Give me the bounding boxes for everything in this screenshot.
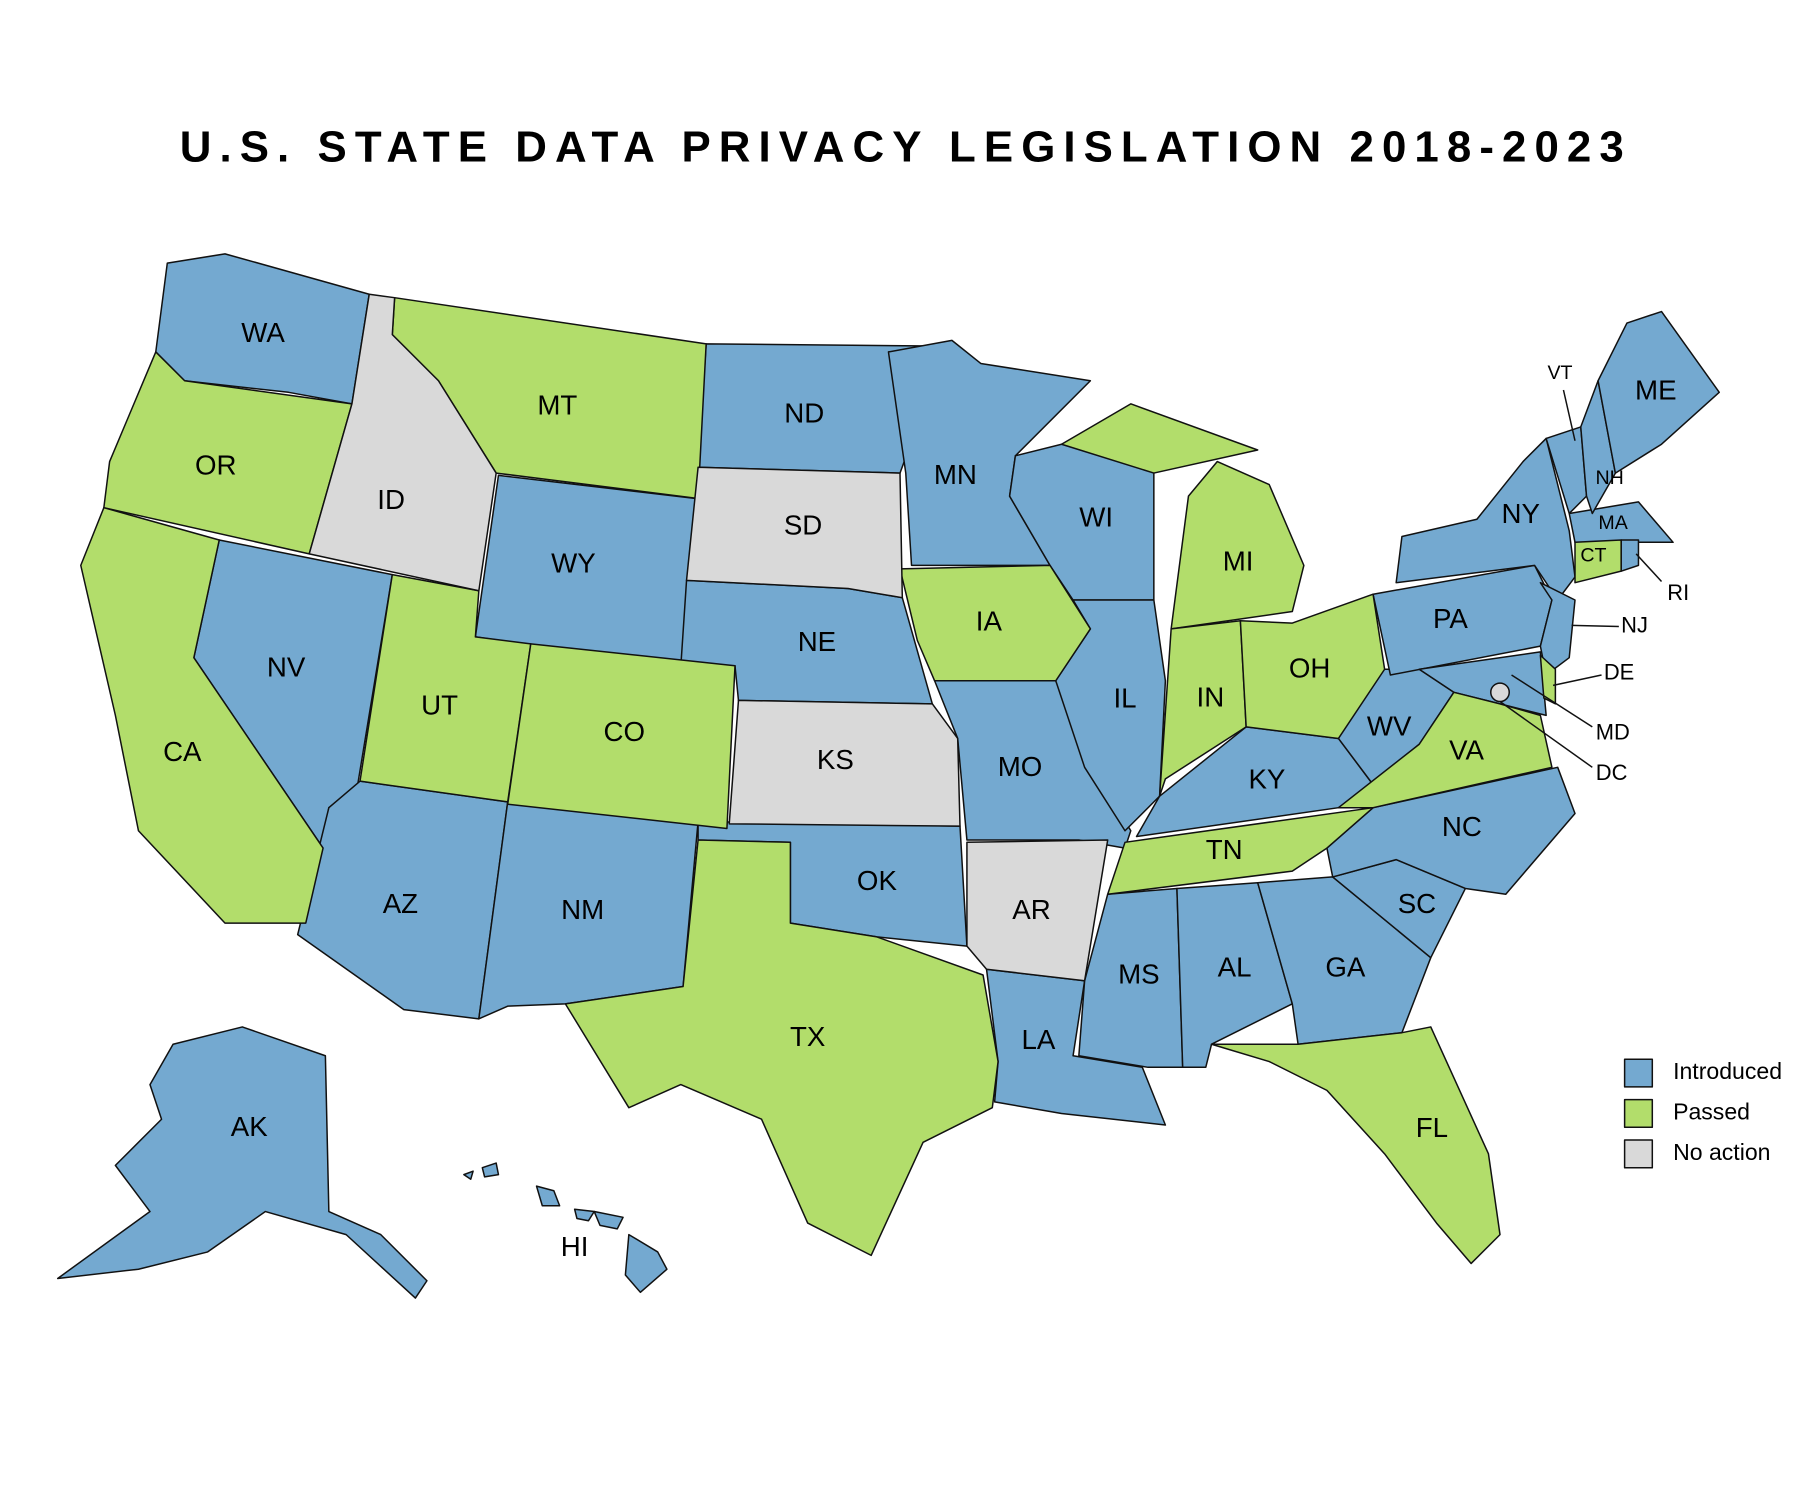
state [728,699,961,827]
state [966,839,1109,982]
state-labels: WA NV AZ NM WY ND NE OK MN MO LA WI IL K… [163,317,1689,1262]
title: U.S. STATE DATA PRIVACY LEGISLATION 2018… [180,123,1632,172]
state [1239,593,1386,740]
state-label: NJ [1621,612,1648,637]
state-label: CO [603,716,645,747]
state-label: NH [1595,467,1623,489]
state-label: ME [1635,375,1677,406]
state-label: FL [1416,1112,1448,1143]
legend-label: Passed [1673,1099,1750,1125]
state-label: LA [1022,1024,1056,1055]
state [1620,539,1640,572]
state-label: VA [1449,735,1484,766]
state [899,564,1092,682]
state [1210,1026,1501,1265]
state [506,643,736,830]
state-label: CA [163,736,202,767]
state-label: NE [798,626,836,657]
legend-label: Introduced [1673,1058,1782,1084]
state-label: DE [1604,660,1634,685]
state [1106,806,1374,895]
state [1490,682,1510,703]
state [56,1026,428,1299]
state-label: OR [195,450,237,481]
state [1580,380,1617,515]
state-label: WI [1079,502,1113,533]
state [685,466,904,599]
state [1395,437,1576,601]
state [1597,310,1720,474]
state-label: CT [1580,544,1606,566]
legend-swatch [1623,1098,1654,1129]
state-label: WA [241,317,285,348]
states [56,253,1720,1299]
state-label: KS [817,744,854,775]
state [308,293,497,592]
state-label: ID [377,484,405,515]
state-label: RI [1667,580,1689,605]
state-label: WV [1367,710,1412,741]
state-label: MA [1598,512,1628,534]
state-label: OH [1289,653,1331,684]
legend: Introduced Passed No action [1623,1058,1782,1169]
state [564,839,999,1257]
state-label: WY [551,548,596,579]
leader-line [1552,674,1602,687]
state-label: MS [1118,958,1160,989]
state-label: IN [1197,682,1225,713]
state-label: MI [1223,545,1254,576]
leader-lines [1499,389,1663,768]
state-label: NY [1502,498,1540,529]
state-label: MO [998,751,1043,782]
state-label: TX [790,1021,825,1052]
state-label: NC [1442,811,1482,842]
state [1418,651,1547,717]
state-label: GA [1325,952,1366,983]
state-label: UT [421,690,458,721]
state [80,506,324,924]
state-label: SD [784,510,822,541]
leader-line [1499,700,1593,768]
state-label: AK [231,1111,268,1142]
state-label: IA [976,605,1003,636]
state-label: MT [537,390,577,421]
state [1158,620,1247,797]
state [1326,766,1576,895]
state [463,1162,668,1294]
state-label: PA [1433,603,1468,634]
state-label: HI [561,1231,589,1262]
state-label: OK [857,865,898,896]
state-label: AR [1012,894,1050,925]
state-label: DC [1596,760,1628,785]
legend-swatch [1623,1058,1654,1088]
state-label: ND [784,398,824,429]
state-label: SC [1398,888,1436,919]
state [1568,501,1674,544]
state [1337,691,1553,809]
state-label: VT [1547,362,1572,384]
leader-line [1511,674,1593,728]
state-label: MD [1596,720,1630,745]
leader-line [1562,389,1576,441]
legend-label: No action [1673,1139,1770,1165]
state-label: NV [267,652,306,683]
state [1060,403,1305,630]
state-label: IL [1113,683,1136,714]
legend-swatch [1623,1139,1654,1169]
state-label: NM [561,894,604,925]
state-label: TN [1206,834,1243,865]
state-label: AZ [383,888,418,919]
state-label: MN [934,459,977,490]
leader-line [1571,624,1619,628]
state [1574,539,1622,584]
state-label: KY [1248,763,1285,794]
leader-line [1635,553,1663,583]
state-label: AL [1218,952,1252,983]
